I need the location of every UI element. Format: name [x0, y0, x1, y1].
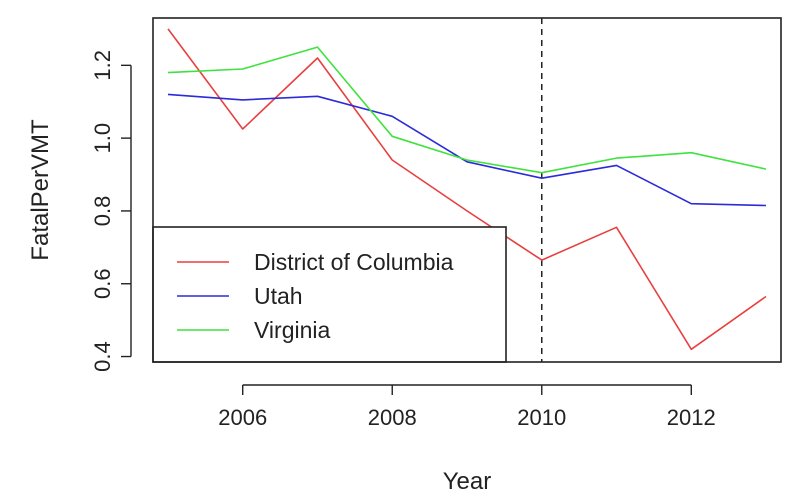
legend-label: Utah: [254, 283, 303, 309]
y-axis: 0.4 0.6 0.8 1.0 1.2: [90, 50, 132, 372]
plot-frame: [152, 17, 782, 363]
x-axis: 2006 2008 2010 2012: [218, 384, 716, 430]
x-tick-label: 2010: [517, 405, 566, 430]
y-tick-label: 0.6: [90, 268, 115, 299]
y-tick-label: 1.2: [90, 50, 115, 81]
legend-label: District of Columbia: [254, 249, 454, 275]
x-tick-label: 2012: [667, 405, 716, 430]
legend-label: Virginia: [254, 317, 330, 343]
x-tick-label: 2006: [218, 405, 267, 430]
series-lines: [167, 28, 767, 351]
y-tick-label: 0.4: [90, 341, 115, 372]
x-tick-label: 2008: [368, 405, 417, 430]
y-axis-title: FatalPerVMT: [27, 119, 54, 261]
series-line-2: [167, 46, 767, 174]
y-tick-label: 0.8: [90, 196, 115, 227]
y-tick-label: 1.0: [90, 123, 115, 154]
legend: District of Columbia Utah Virginia: [152, 226, 507, 363]
legend-box: [152, 226, 507, 363]
x-axis-title: Year: [443, 468, 492, 495]
series-line-1: [167, 93, 767, 207]
series-line-0: [167, 28, 767, 351]
